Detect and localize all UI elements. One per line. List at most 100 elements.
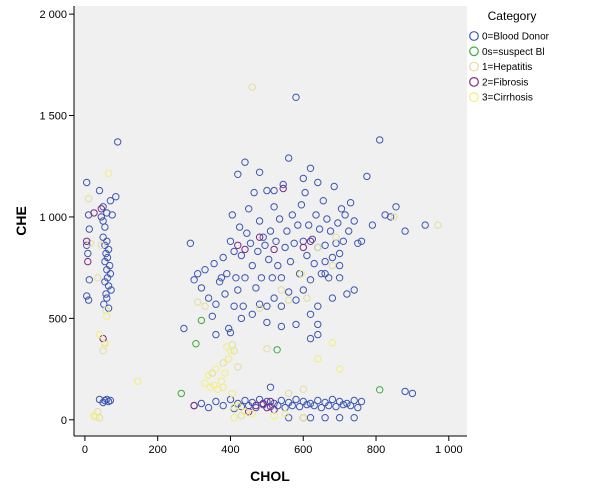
data-point [314,243,322,252]
data-point [101,278,109,286]
data-point [273,346,281,354]
data-point [263,318,271,327]
data-point [343,290,351,298]
data-point [376,386,384,394]
data-point [263,186,271,195]
data-point [306,399,315,408]
data-point [245,408,253,416]
data-point [272,237,280,246]
data-point [306,310,315,318]
data-point [270,412,278,420]
data-point [94,274,102,282]
data-point [357,237,366,246]
plot-area [74,6,467,436]
data-point [323,215,331,223]
data-point [255,168,264,177]
y-axis-ticks: 0 500 1 000 1 500 2 000 [39,9,74,427]
data-point [277,322,286,331]
data-point [212,300,220,308]
y-tick-label: 500 [49,313,67,325]
data-point [84,195,93,203]
data-point [408,389,417,398]
data-point [197,316,206,325]
data-point [335,274,344,282]
data-point [292,296,300,304]
data-point [114,138,122,146]
data-point [321,241,329,250]
data-point [401,227,409,235]
data-point [335,261,344,270]
data-point [299,174,307,183]
series-1 [177,316,384,398]
data-point [285,296,293,304]
data-point [321,257,329,266]
data-point [283,227,291,235]
data-point [275,215,284,223]
data-point [180,324,188,333]
data-point [246,239,255,248]
data-point [103,294,111,302]
data-point [250,188,258,197]
data-point [346,401,355,410]
legend-label: 0s=suspect Bl [482,47,545,58]
data-point [206,383,215,391]
legend-marker [469,46,479,57]
data-point [230,403,238,412]
data-point [254,247,262,256]
legend-label: 0=Blood Donor [482,32,550,43]
data-point [239,302,247,310]
data-point [190,401,198,410]
data-point [208,312,217,320]
data-point [237,402,246,411]
data-point [343,399,351,408]
data-point [317,403,326,412]
data-point [219,253,227,262]
data-point [219,383,227,391]
x-axis-ticks: 0 200 400 600 800 1 000 [82,436,463,456]
data-point [107,286,115,294]
data-point [104,245,113,254]
data-point [83,237,91,246]
data-point [292,395,300,404]
data-points [83,83,442,422]
x-tick-label: 200 [149,444,167,456]
data-point [330,182,338,191]
data-point [85,225,94,233]
data-point [263,345,271,353]
data-point [328,395,337,404]
data-point [92,413,100,421]
x-tick-label: 800 [367,444,385,456]
legend-label: 2=Fibrosis [482,77,528,88]
data-point [392,203,400,211]
data-point [223,343,231,351]
data-point [226,237,235,246]
data-point [101,223,109,231]
data-point [101,241,109,250]
data-point [266,227,275,235]
data-point [314,330,322,339]
data-point [288,211,296,219]
data-point [328,294,337,302]
data-point [230,414,238,422]
data-point [285,389,293,398]
y-axis-title: CHE [13,206,29,236]
data-point [328,261,337,270]
data-point [230,302,238,310]
data-point [299,243,307,252]
data-point [368,221,377,229]
data-point [194,298,202,306]
data-point [104,397,113,406]
data-point [346,199,355,207]
x-axis-title: CHOL [250,468,290,484]
data-point [104,282,113,290]
data-point [325,274,333,282]
data-point [248,410,257,418]
data-point [328,339,337,347]
data-point [212,365,220,373]
data-point [204,403,213,412]
data-point [226,347,235,355]
data-point [310,401,318,410]
data-point [363,172,371,181]
data-point [277,274,286,282]
data-point [350,396,358,405]
